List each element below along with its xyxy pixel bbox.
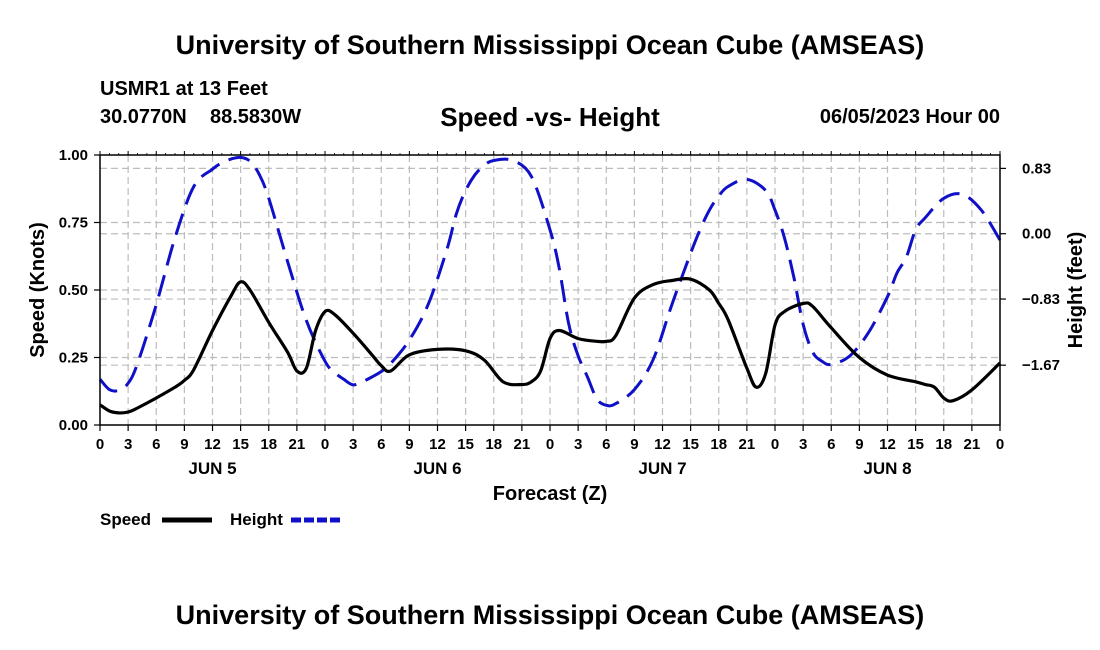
x-tick-label: 0 bbox=[771, 436, 779, 453]
y-tick-label: 0.25 bbox=[59, 350, 88, 367]
y-tick-label: 0.00 bbox=[59, 417, 88, 434]
x-tick-label: 21 bbox=[514, 436, 531, 453]
x-tick-label: 18 bbox=[260, 436, 277, 453]
x-tick-label: 9 bbox=[180, 436, 188, 453]
x-tick-label: 21 bbox=[964, 436, 981, 453]
y-tick-label: 0.50 bbox=[59, 282, 88, 299]
x-tick-label: 9 bbox=[405, 436, 413, 453]
speed-series-line bbox=[99, 277, 1002, 415]
series-lines bbox=[98, 155, 1002, 415]
x-tick-label: 18 bbox=[935, 436, 952, 453]
longitude-label: 88.5830W bbox=[210, 106, 302, 128]
x-tick-label: 6 bbox=[827, 436, 835, 453]
station-label: USMR1 at 13 Feet bbox=[100, 78, 268, 100]
page-title: University of Southern Mississippi Ocean… bbox=[175, 30, 925, 60]
x-tick-label: 15 bbox=[907, 436, 924, 453]
x-day-label: JUN 7 bbox=[638, 459, 686, 478]
x-tick-label: 3 bbox=[349, 436, 357, 453]
x-tick-label: 6 bbox=[152, 436, 160, 453]
x-tick-label: 3 bbox=[574, 436, 582, 453]
x-tick-label: 18 bbox=[485, 436, 502, 453]
x-tick-label: 12 bbox=[654, 436, 671, 453]
y2-tick-label: 0.00 bbox=[1022, 226, 1051, 243]
legend-speed-label: Speed bbox=[100, 510, 151, 529]
legend: Speed Height bbox=[100, 510, 342, 529]
x-tick-label: 9 bbox=[630, 436, 638, 453]
x-tick-label: 18 bbox=[710, 436, 727, 453]
x-tick-label: 6 bbox=[602, 436, 610, 453]
x-day-label: JUN 5 bbox=[188, 459, 236, 478]
x-tick-label: 12 bbox=[429, 436, 446, 453]
x-tick-label: 15 bbox=[232, 436, 249, 453]
chart-title: Speed -vs- Height bbox=[440, 102, 660, 132]
x-tick-label: 6 bbox=[377, 436, 385, 453]
y2-tick-label: −1.67 bbox=[1022, 357, 1060, 374]
y2-tick-label: 0.83 bbox=[1022, 160, 1051, 177]
grid-lines bbox=[100, 155, 1000, 425]
x-tick-label: 15 bbox=[682, 436, 699, 453]
legend-height-label: Height bbox=[230, 510, 283, 529]
x-tick-label: 0 bbox=[996, 436, 1004, 453]
latitude-label: 30.0770N bbox=[100, 106, 187, 128]
y2-tick-label: −0.83 bbox=[1022, 291, 1060, 308]
x-tick-label: 0 bbox=[546, 436, 554, 453]
x-tick-label: 15 bbox=[457, 436, 474, 453]
x-tick-label: 3 bbox=[124, 436, 132, 453]
x-axis-label: Forecast (Z) bbox=[493, 483, 607, 505]
x-tick-label: 3 bbox=[799, 436, 807, 453]
y-axis-label: Speed (Knots) bbox=[27, 222, 49, 358]
footer-title: University of Southern Mississippi Ocean… bbox=[175, 600, 925, 630]
x-tick-label: 21 bbox=[739, 436, 756, 453]
y2-axis-label: Height (feet) bbox=[1065, 232, 1087, 349]
y-tick-label: 1.00 bbox=[59, 147, 88, 164]
x-day-label: JUN 8 bbox=[863, 459, 911, 478]
y-tick-label: 0.75 bbox=[59, 215, 88, 232]
x-tick-label: 0 bbox=[321, 436, 329, 453]
forecast-datetime: 06/05/2023 Hour 00 bbox=[819, 106, 1000, 128]
x-day-label: JUN 6 bbox=[413, 459, 461, 478]
x-tick-label: 9 bbox=[855, 436, 863, 453]
speed-height-chart: 0 3 6 9 12 15 18 21 0 3 6 9 12 15 18 21 0 3 6 9 12 15 18 21 0 3 6 9… bbox=[27, 147, 1087, 529]
x-tick-label: 12 bbox=[879, 436, 896, 453]
height-series-line bbox=[98, 155, 1002, 408]
x-tick-label: 12 bbox=[204, 436, 221, 453]
axes: 0 3 6 9 12 15 18 21 0 3 6 9 12 15 18 21 0 3 6 9 12 15 18 21 0 3 6 9… bbox=[59, 147, 1060, 478]
x-tick-label: 0 bbox=[96, 436, 104, 453]
x-tick-label: 21 bbox=[289, 436, 306, 453]
